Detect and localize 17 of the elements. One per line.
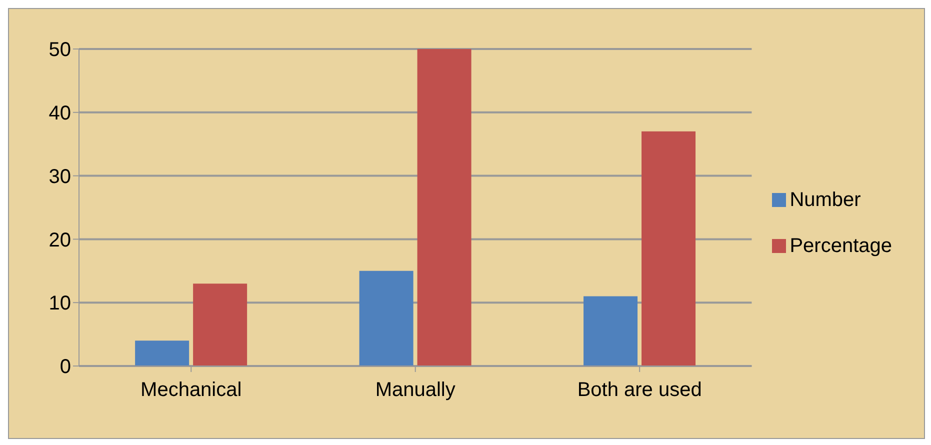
bar [584,296,638,366]
x-tick-label: Manually [375,379,456,402]
bar [359,270,414,366]
x-tick-label: Both are used [577,379,702,402]
bar [135,340,190,366]
legend-label: Percentage [790,234,892,256]
legend-label: Number [790,188,861,210]
bar [193,284,248,366]
x-tick-label: Mechanical [140,379,242,402]
y-tick-label: 50 [48,39,71,62]
bar [642,131,696,366]
bar [417,49,472,366]
y-tick-label: 30 [48,166,71,188]
y-tick-label: 20 [48,229,71,252]
y-tick-label: 10 [48,292,71,315]
y-tick-label: 40 [48,102,71,124]
y-tick-label: 0 [60,356,71,378]
